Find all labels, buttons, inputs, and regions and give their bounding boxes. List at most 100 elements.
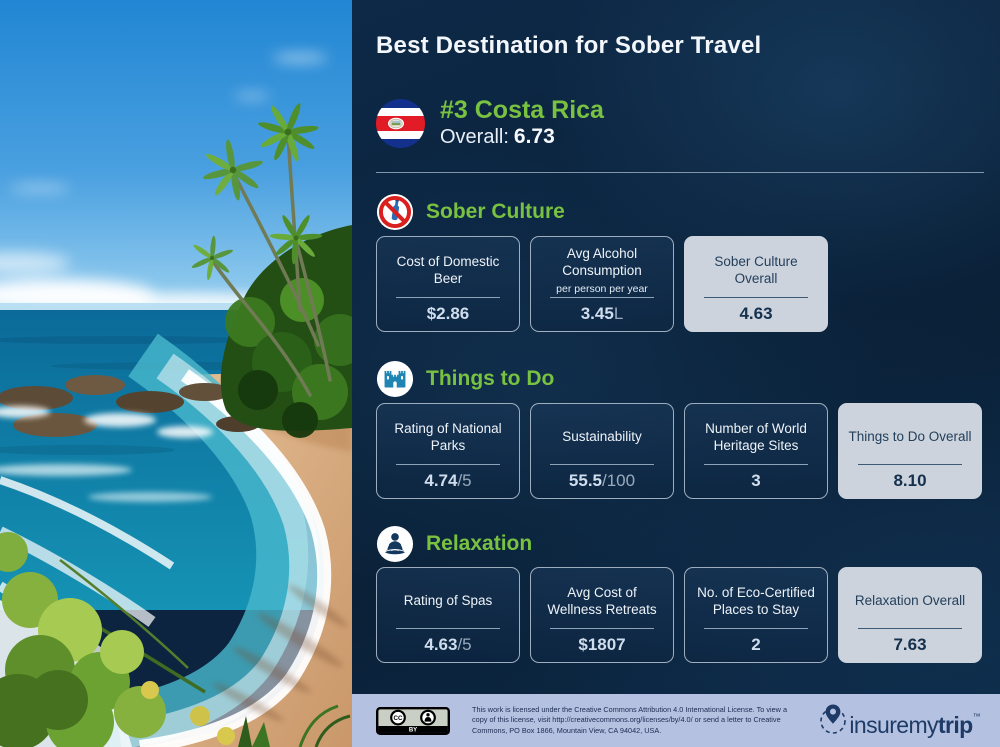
castle-icon bbox=[376, 360, 414, 398]
stat-label: Sober Culture Overall bbox=[714, 253, 798, 286]
stat-label-wrap: Number of World Heritage Sites bbox=[693, 413, 819, 462]
section-title: Sober Culture bbox=[426, 200, 565, 223]
stat-card: Sustainability 55.5/100 bbox=[530, 403, 674, 499]
stat-value-number: 4.74 bbox=[424, 471, 458, 490]
beach-photo bbox=[0, 0, 352, 747]
stat-card-overall: Things to Do Overall 8.10 bbox=[838, 403, 982, 499]
stat-value-number: 4.63 bbox=[424, 635, 458, 654]
stat-value: 4.63/5 bbox=[424, 636, 471, 653]
stat-card: Rating of National Parks 4.74/5 bbox=[376, 403, 520, 499]
stat-label-wrap: Rating of Spas bbox=[404, 577, 493, 626]
stat-divider bbox=[550, 297, 654, 298]
stat-value-suffix: /100 bbox=[602, 471, 636, 490]
stat-label-wrap: Avg Cost of Wellness Retreats bbox=[539, 577, 665, 626]
stat-value: 8.10 bbox=[893, 472, 926, 489]
no-alcohol-icon bbox=[376, 193, 414, 231]
location-pin-icon bbox=[820, 704, 847, 734]
stat-label: Relaxation Overall bbox=[854, 593, 966, 609]
card-row-relaxation: Rating of Spas 4.63/5 Avg Cost of Wellne… bbox=[376, 567, 982, 663]
brand-bold: trip bbox=[937, 711, 973, 738]
brand-text: insuremytrip™ bbox=[849, 700, 980, 742]
stat-label: Things to Do Overall bbox=[848, 429, 972, 445]
stat-card: No. of Eco-Certified Places to Stay 2 bbox=[684, 567, 828, 663]
stat-value: 7.63 bbox=[893, 636, 926, 653]
stat-card: Avg Cost of Wellness Retreats $1807 bbox=[530, 567, 674, 663]
card-row-sober-culture: Cost of Domestic Beer $2.86 Avg Alcohol … bbox=[376, 236, 828, 332]
stat-value-suffix: /5 bbox=[457, 635, 472, 654]
stat-divider bbox=[704, 297, 808, 298]
overall-label: Overall: bbox=[440, 126, 509, 148]
stat-value-number: 7.63 bbox=[893, 635, 927, 654]
card-row-things-to-do: Rating of National Parks 4.74/5 Sustaina… bbox=[376, 403, 982, 499]
brand-tm: ™ bbox=[972, 711, 981, 721]
stat-label: Avg Cost of Wellness Retreats bbox=[547, 584, 657, 617]
stat-card: Cost of Domestic Beer $2.86 bbox=[376, 236, 520, 332]
stat-label-wrap: Rating of National Parks bbox=[385, 413, 511, 462]
footer: BY CC This work is licensed under the Cr… bbox=[352, 694, 1000, 747]
divider bbox=[376, 172, 984, 173]
overall-value: 6.73 bbox=[513, 125, 555, 148]
section-header-relaxation: Relaxation bbox=[376, 525, 532, 563]
cc-circle-label: CC bbox=[394, 715, 403, 722]
country-name: #3 Costa Rica bbox=[440, 96, 604, 124]
stat-divider bbox=[396, 464, 500, 465]
stat-card: Rating of Spas 4.63/5 bbox=[376, 567, 520, 663]
stat-value: 3 bbox=[751, 472, 760, 489]
stat-value: 3.45L bbox=[581, 305, 624, 322]
stat-label-wrap: Things to Do Overall bbox=[848, 413, 971, 462]
stat-divider bbox=[858, 628, 962, 629]
stat-label: Cost of Domestic Beer bbox=[396, 253, 500, 286]
stat-sublabel: per person per year bbox=[556, 282, 648, 295]
stat-label: No. of Eco-Certified Places to Stay bbox=[697, 584, 815, 617]
stat-value-number: 8.10 bbox=[893, 471, 927, 490]
stat-label: Rating of Spas bbox=[403, 593, 493, 609]
stats-panel: Best Destination for Sober Travel bbox=[352, 0, 1000, 747]
stat-label-wrap: Sustainability bbox=[562, 413, 642, 462]
stat-value-number: 55.5 bbox=[568, 471, 602, 490]
stat-divider bbox=[704, 464, 808, 465]
stat-card-overall: Relaxation Overall 7.63 bbox=[838, 567, 982, 663]
stat-value-number: 4.63 bbox=[739, 304, 773, 323]
section-header-things-to-do: Things to Do bbox=[376, 360, 554, 398]
stat-value-number: $1807 bbox=[578, 635, 626, 654]
stat-label: Sustainability bbox=[562, 429, 642, 445]
stat-value: 4.74/5 bbox=[424, 472, 471, 489]
stat-value-suffix: L bbox=[613, 304, 624, 323]
section-title: Things to Do bbox=[426, 367, 555, 390]
stat-label: Rating of National Parks bbox=[394, 420, 502, 453]
stat-value-number: 3 bbox=[751, 471, 761, 490]
stat-divider bbox=[550, 464, 654, 465]
stat-divider bbox=[550, 628, 654, 629]
stat-label-wrap: No. of Eco-Certified Places to Stay bbox=[693, 577, 819, 626]
stat-value: $1807 bbox=[578, 636, 625, 653]
section-title: Relaxation bbox=[426, 532, 533, 555]
stat-divider bbox=[396, 628, 500, 629]
stat-label-wrap: Cost of Domestic Beer bbox=[385, 246, 511, 295]
country-row: #3 Costa Rica Overall: 6.73 bbox=[376, 96, 604, 150]
stat-label-wrap: Relaxation Overall bbox=[855, 577, 965, 626]
country-text: #3 Costa Rica Overall: 6.73 bbox=[440, 96, 604, 150]
section-header-sober-culture: Sober Culture bbox=[376, 193, 565, 231]
stat-value: 55.5/100 bbox=[569, 472, 635, 489]
stat-value: 4.63 bbox=[739, 305, 772, 322]
stat-divider bbox=[858, 464, 962, 465]
stat-value: $2.86 bbox=[427, 305, 470, 322]
country-overall: Overall: 6.73 bbox=[440, 124, 604, 150]
license-text: This work is licensed under the Creative… bbox=[472, 704, 788, 735]
insuremytrip-logo: insuremytrip™ bbox=[818, 700, 981, 742]
stat-label: Avg Alcohol Consumption bbox=[562, 246, 642, 278]
stat-card: Number of World Heritage Sites 3 bbox=[684, 403, 828, 499]
page-title: Best Destination for Sober Travel bbox=[376, 32, 762, 59]
stat-divider bbox=[396, 297, 500, 298]
person-icon bbox=[426, 712, 430, 716]
cc-by-label: BY bbox=[409, 727, 417, 733]
brand-prefix: insuremy bbox=[849, 711, 938, 738]
beach-photo-illustration bbox=[0, 0, 352, 747]
stat-value-number: 2 bbox=[751, 635, 761, 654]
cc-by-badge: BY CC bbox=[376, 706, 450, 735]
stat-value: 2 bbox=[751, 636, 760, 653]
costa-rica-flag-icon bbox=[376, 98, 425, 148]
stat-label-wrap: Sober Culture Overall bbox=[693, 246, 819, 295]
stat-value-suffix: /5 bbox=[457, 471, 472, 490]
